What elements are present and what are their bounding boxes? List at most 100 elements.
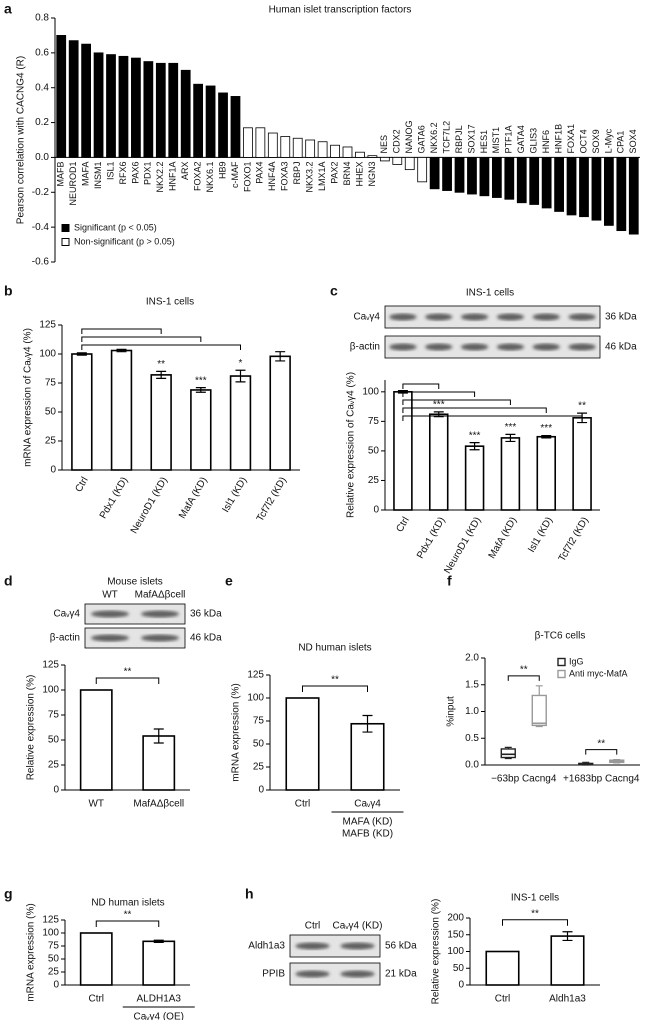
bar xyxy=(218,92,228,158)
significance: ** xyxy=(157,359,165,370)
y-tick-label: 125 xyxy=(39,320,56,331)
panel-letter: c xyxy=(330,283,338,299)
bar xyxy=(243,127,253,158)
bar xyxy=(428,413,449,511)
blot-row-label: Caᵥγ4 xyxy=(353,312,380,323)
x-tick-label: MafAΔβcell xyxy=(133,799,184,810)
x-tick-label: FOXO1 xyxy=(242,161,252,192)
y-tick-label: 1.0 xyxy=(465,706,479,717)
y-axis-label: %input xyxy=(446,696,457,727)
blot-size-label: 36 kDa xyxy=(605,312,637,323)
bar xyxy=(479,157,490,197)
blot-band xyxy=(389,343,417,351)
comparison-bracket xyxy=(507,675,540,681)
y-tick-label: 75 xyxy=(368,416,380,427)
x-tick-label: LMX1A xyxy=(317,161,327,191)
legend-swatch xyxy=(61,238,70,246)
blot-frame xyxy=(384,305,601,329)
blot-frame xyxy=(289,934,381,958)
blot-band xyxy=(425,343,453,351)
y-axis-label: Pearson correlation with CACNG4 (R) xyxy=(16,56,27,224)
x-tick-label: SOX9 xyxy=(591,129,601,153)
bar xyxy=(317,141,328,158)
blot-band xyxy=(91,634,129,642)
bar xyxy=(193,83,204,158)
blot-frame xyxy=(84,627,186,649)
error-bar xyxy=(469,442,480,451)
y-tick-label: -0.4 xyxy=(32,222,50,233)
chart-title: INS-1 cells xyxy=(511,893,559,904)
x-tick-label: RBPJ xyxy=(292,161,302,184)
x-tick-label: NeuroD1 (KD) xyxy=(442,515,483,575)
bar xyxy=(68,40,79,158)
bar xyxy=(572,417,592,511)
y-tick-label: 50 xyxy=(48,954,60,965)
y-tick-label: 50 xyxy=(253,739,265,750)
x-tick-label: HNF6 xyxy=(541,130,551,154)
legend-label: Anti myc-MafA xyxy=(569,668,628,678)
x-tick-label: INSM1 xyxy=(93,161,103,189)
panel-letter: h xyxy=(245,886,254,902)
panel-letter: g xyxy=(4,886,13,902)
legend-swatch xyxy=(557,669,566,679)
blot-band xyxy=(532,313,560,321)
y-axis-label: mRNA expression (%) xyxy=(26,903,37,1001)
x-tick-label: NKX2.2 xyxy=(155,161,165,192)
bar xyxy=(604,157,614,226)
y-tick-label: 0 xyxy=(50,465,56,476)
error-bar xyxy=(156,370,167,379)
x-tick-label: Ctrl xyxy=(295,799,311,810)
lane-label: Caᵥγ4 (KD) xyxy=(333,921,383,932)
y-tick-label: 0 xyxy=(53,980,59,991)
y-tick-label: 25 xyxy=(48,760,60,771)
bar xyxy=(541,157,552,209)
y-tick-label: 0.8 xyxy=(35,13,49,24)
x-tick-label: Caᵥγ4 xyxy=(354,799,381,810)
bar xyxy=(464,445,485,511)
bar xyxy=(367,155,378,158)
y-axis-label: Relative expression (%) xyxy=(431,899,442,1005)
blot-band xyxy=(532,343,560,351)
blot-band xyxy=(295,970,330,978)
y-tick-label: 50 xyxy=(48,735,60,746)
blot-frame xyxy=(289,962,381,986)
bar xyxy=(143,61,154,158)
x-tick-label: HHEX xyxy=(354,161,364,186)
legend-label: IgG xyxy=(569,656,584,666)
blot-size-label: 36 kDa xyxy=(190,609,222,620)
bar xyxy=(379,157,390,162)
chart-title: INS-1 cells xyxy=(146,297,194,308)
bar xyxy=(355,151,365,158)
bar xyxy=(550,935,585,986)
bar xyxy=(155,62,166,158)
blot-band xyxy=(568,313,596,321)
y-tick-label: 100 xyxy=(447,946,464,957)
blot-band xyxy=(389,313,417,321)
blot-band xyxy=(425,313,453,321)
x-tick-label: CDX2 xyxy=(392,129,402,153)
bar xyxy=(305,139,316,158)
panel-letter: e xyxy=(225,573,233,589)
bar xyxy=(56,35,67,158)
blot-title: Mouse islets xyxy=(107,577,163,588)
significance: ** xyxy=(520,664,528,675)
x-tick-label: Isl1 (KD) xyxy=(220,475,249,514)
y-tick-label: 50 xyxy=(368,446,380,457)
bar xyxy=(79,932,113,986)
x-note: MAFA (KD) xyxy=(342,817,392,828)
x-tick-label: NANOG xyxy=(404,120,414,153)
comparison-bracket xyxy=(81,344,241,350)
legend-swatch xyxy=(61,224,70,232)
x-tick-label: TCF7L2 xyxy=(441,121,451,154)
bar xyxy=(350,722,385,791)
x-tick-label: ISL1 xyxy=(105,161,115,180)
blot-band xyxy=(91,610,129,618)
panel-letter: b xyxy=(4,283,13,299)
x-tick-label: SOX17 xyxy=(466,124,476,153)
blot-band xyxy=(295,942,330,950)
bar xyxy=(118,55,129,158)
significance: ** xyxy=(124,667,132,678)
blot-band xyxy=(496,343,525,351)
error-bar xyxy=(76,352,87,356)
